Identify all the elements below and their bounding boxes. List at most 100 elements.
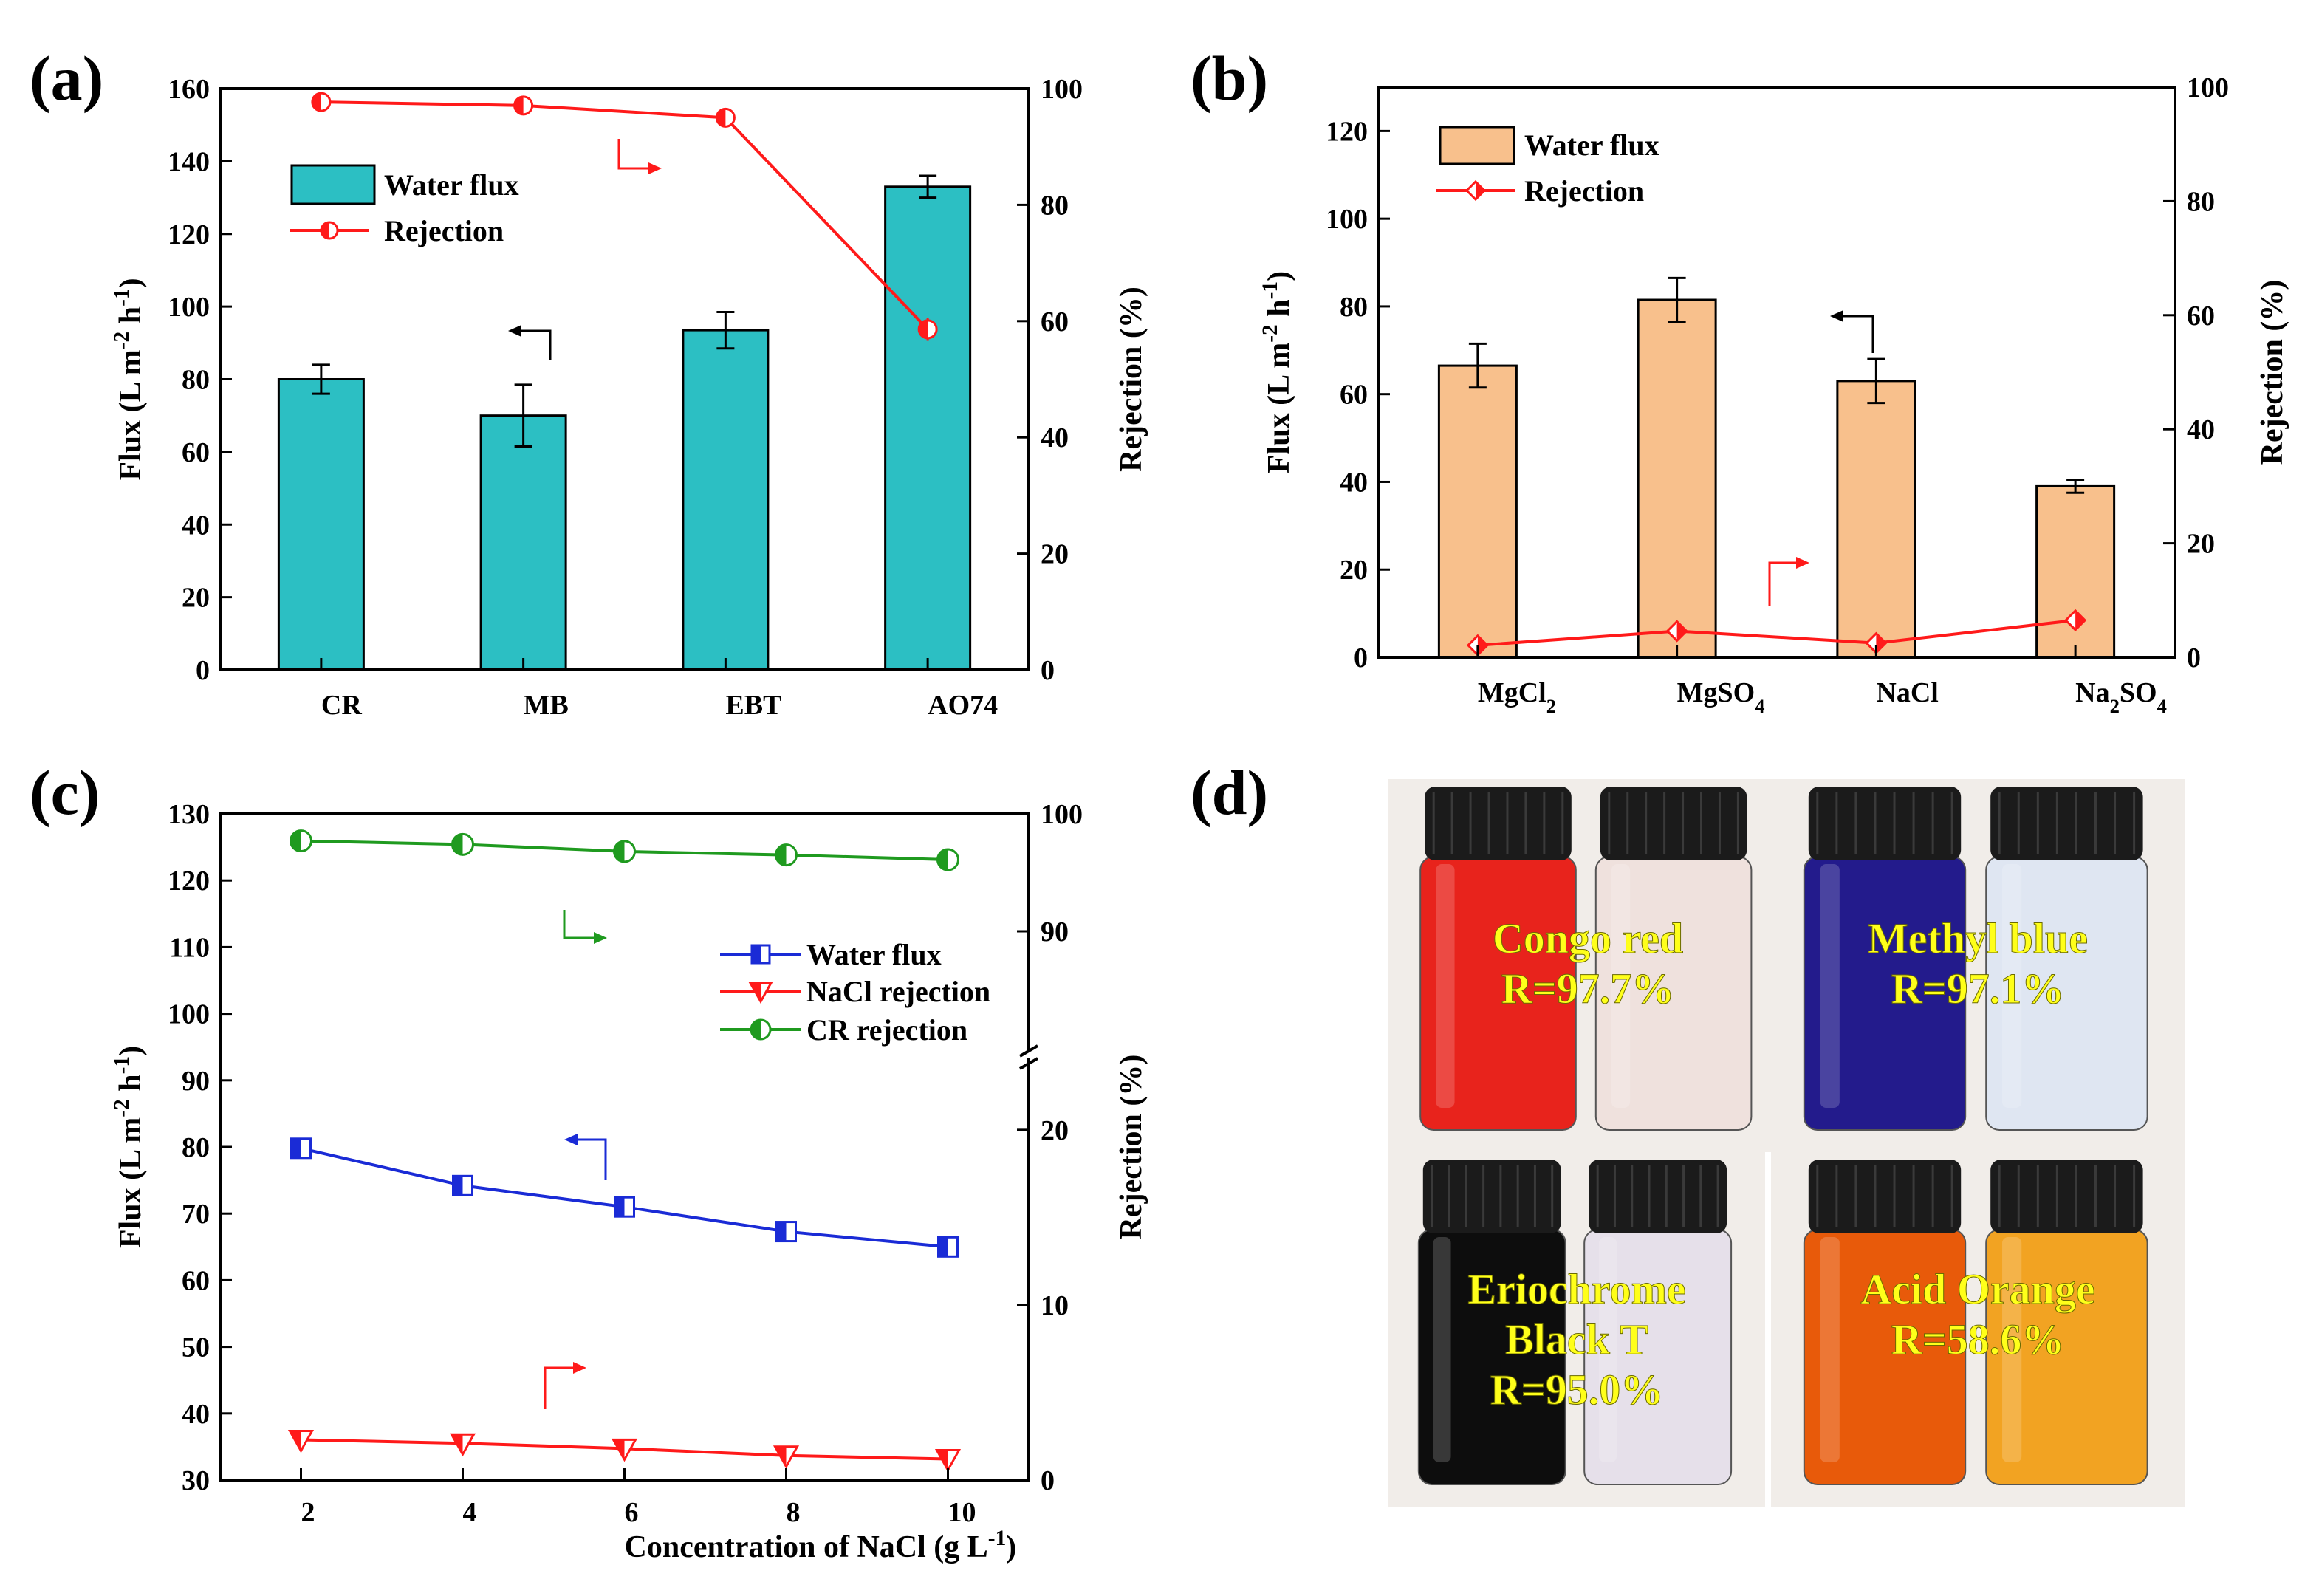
- right-axis-arrow-head: [573, 1362, 586, 1374]
- bar-EBT: [682, 329, 770, 671]
- panel-c: (c) 30 40 50 60 70 80 90 100 110 120 130 0 10 20 90 100 2…: [30, 757, 1148, 1564]
- panel-b: (b) 0 20 40 60 80 100 120 0 20 40 60 80 100 MgCl2 MgSO4…: [1191, 43, 2289, 717]
- y2-axis-title: Rejection (%): [1114, 1055, 1148, 1240]
- plot-frame: [1377, 86, 2176, 659]
- legend-label: Rejection: [1524, 174, 1644, 208]
- y2-tick-label: 20: [1041, 1115, 1069, 1146]
- bar-Na2SO4: [2035, 484, 2116, 659]
- bar-MgSO4: [1637, 298, 1717, 659]
- y-tick-label: 60: [1340, 380, 1368, 411]
- bar-MB: [479, 414, 567, 671]
- photo-caption: Black T: [1505, 1315, 1648, 1363]
- vial-highlight: [2002, 1237, 2022, 1462]
- y-tick-label: 70: [182, 1199, 210, 1230]
- y-tick-label: 100: [1326, 204, 1368, 235]
- panel-label-d: (d): [1191, 757, 1268, 828]
- point-half: [614, 840, 625, 862]
- x-tick-label: AO74: [928, 690, 998, 721]
- legend-marker-half: [752, 945, 761, 963]
- vial-cap: [1808, 787, 1962, 860]
- y-tick-label: 120: [168, 866, 210, 897]
- legend-label: Rejection: [384, 214, 504, 247]
- panel-label-b: (b): [1191, 43, 1268, 114]
- rejection-point-half: [1676, 621, 1687, 641]
- y-tick-label: 160: [168, 74, 210, 105]
- y-tick-label: 60: [182, 1265, 210, 1296]
- panel-a: (a) 0 20 40 60 80 100 120 140 160 0 20 40 60 80 100 CR MB…: [30, 43, 1148, 721]
- x-tick-label: NaCl: [1876, 677, 1938, 708]
- y-tick-label: 20: [1340, 555, 1368, 586]
- y-tick-label: 40: [182, 510, 210, 541]
- rejection-point-half: [1876, 633, 1886, 653]
- vial-highlight: [1433, 1237, 1451, 1462]
- x-tick-label: Na2SO4: [2075, 677, 2167, 717]
- axis-break-mark: [1018, 1044, 1039, 1058]
- y-tick-label: 140: [168, 146, 210, 177]
- axis-break-mark: [1018, 1057, 1039, 1070]
- y2-tick-label: 0: [2187, 643, 2201, 674]
- x-tick-label: CR: [321, 690, 362, 721]
- point-half: [453, 1176, 463, 1196]
- legend-marker-half: [1476, 182, 1484, 199]
- y-tick-label: 40: [1340, 467, 1368, 498]
- rejection-point-half: [2075, 610, 2086, 630]
- y-tick-label: 120: [1326, 116, 1368, 147]
- vial-highlight: [1611, 864, 1631, 1108]
- left-axis-arrow: [510, 329, 552, 360]
- y2-axis-title: Rejection (%): [2255, 280, 2289, 465]
- left-axis-arrow: [1833, 315, 1874, 353]
- y-tick-label: 0: [196, 655, 210, 686]
- legend-label: CR rejection: [806, 1013, 967, 1047]
- y2-tick-label: 60: [1041, 306, 1069, 338]
- y2-tick-label: 10: [1041, 1290, 1069, 1321]
- panel-label-a: (a): [30, 43, 103, 114]
- x-tick-label: 8: [787, 1497, 801, 1528]
- x-tick-label: 4: [463, 1497, 477, 1528]
- photo-caption: Congo red: [1493, 914, 1683, 962]
- y2-tick-label: 0: [1041, 1465, 1055, 1496]
- legend-label: Water flux: [384, 168, 519, 202]
- left-axis-arrow-head: [1830, 310, 1843, 322]
- right-axis-arrow: [1768, 561, 1806, 606]
- y-tick-label: 30: [182, 1465, 210, 1496]
- vial-cap: [1422, 1160, 1561, 1233]
- bar-MgCl2: [1437, 364, 1518, 659]
- rejection-point-half: [514, 96, 524, 114]
- legend-swatch-flux: [1439, 126, 1515, 165]
- photo-caption: R=58.6%: [1891, 1315, 2064, 1363]
- point-half: [614, 1197, 625, 1217]
- vial-highlight: [1820, 864, 1840, 1108]
- y2-axis-title: Rejection (%): [1114, 287, 1148, 472]
- photo-caption: R=95.0%: [1490, 1366, 1663, 1414]
- point-half: [775, 844, 787, 866]
- y-tick-label: 80: [182, 365, 210, 396]
- photo-caption: Methyl blue: [1868, 914, 2088, 962]
- y-tick-label: 80: [182, 1132, 210, 1163]
- photo-caption: Acid Orange: [1860, 1265, 2094, 1313]
- right-axis-arrow-head: [648, 162, 662, 174]
- photo-caption: R=97.1%: [1891, 965, 2064, 1013]
- left-axis-arrow-head: [564, 1134, 578, 1145]
- rejection-point-half: [919, 320, 928, 338]
- point-half: [613, 1439, 625, 1460]
- x-tick-label: MgCl2: [1478, 677, 1556, 717]
- rejection-point-half: [312, 93, 321, 112]
- y-tick-label: 80: [1340, 292, 1368, 323]
- vial-highlight: [1436, 864, 1455, 1108]
- y-tick-label: 0: [1354, 643, 1368, 674]
- y2-tick-label: 40: [1041, 422, 1069, 453]
- rejection-line: [1477, 618, 2076, 647]
- y-tick-label: 100: [168, 292, 210, 323]
- y-tick-label: 100: [168, 999, 210, 1030]
- point-half: [452, 834, 463, 855]
- axis-break-gap: [1021, 1050, 1036, 1058]
- y2-tick-label: 80: [1041, 190, 1069, 221]
- vial-cap: [1589, 1160, 1727, 1233]
- y2-tick-label: 20: [1041, 539, 1069, 570]
- vial-cap: [1808, 1160, 1962, 1233]
- point-half: [776, 1222, 787, 1241]
